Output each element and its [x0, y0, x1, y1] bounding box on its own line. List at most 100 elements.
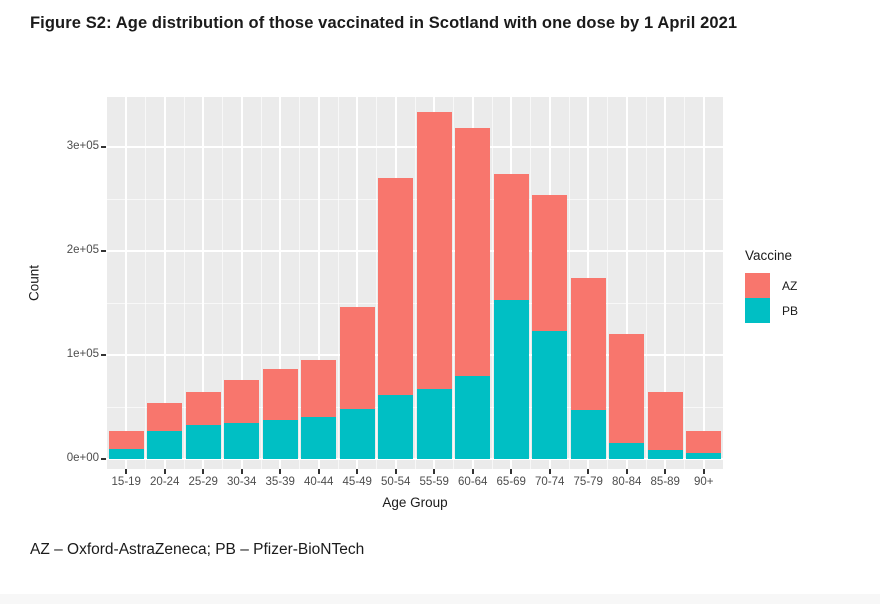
bar-segment-az	[185, 391, 221, 425]
y-tick-mark	[101, 146, 106, 148]
x-tick-label: 80-84	[612, 476, 642, 488]
x-tick-mark	[471, 469, 474, 474]
bar	[301, 359, 337, 459]
bar-segment-az	[609, 334, 645, 444]
gridline-minor-v	[260, 97, 262, 469]
x-tick-mark	[702, 469, 705, 474]
bar	[262, 368, 298, 459]
x-tick-mark	[510, 469, 513, 474]
legend-item-pb: PB	[745, 298, 798, 323]
gridline-minor-v	[299, 97, 300, 469]
gridline-major-v	[625, 97, 628, 469]
bar-segment-az	[224, 379, 260, 424]
plot-panel	[107, 97, 723, 469]
legend-label-pb: PB	[782, 303, 799, 318]
bar-segment-pb	[262, 420, 298, 459]
y-tick-mark	[101, 354, 106, 356]
gridline-minor-v	[414, 97, 416, 469]
x-tick-mark	[240, 469, 243, 474]
bar-segment-pb	[378, 394, 414, 459]
x-tick-label: 75-79	[573, 476, 603, 488]
gridline-major-v	[202, 97, 205, 469]
bar-segment-pb	[416, 389, 452, 459]
x-tick-mark	[202, 469, 205, 474]
bar-segment-pb	[686, 452, 722, 459]
bar-segment-pb	[301, 417, 337, 459]
bar	[647, 391, 683, 459]
y-tick-label: 3e+05	[66, 140, 99, 152]
x-tick-mark	[394, 469, 397, 474]
gridline-major-v	[163, 97, 166, 469]
bar-segment-pb	[647, 449, 683, 459]
legend-item-az: AZ	[745, 273, 798, 298]
gridline-minor-v	[222, 97, 223, 469]
x-tick-label: 25-29	[188, 476, 218, 488]
x-tick-label: 90+	[693, 476, 714, 488]
x-tick-label: 15-19	[111, 476, 141, 488]
x-tick-label: 60-64	[458, 476, 488, 488]
x-tick-mark	[664, 469, 667, 474]
bar-segment-pb	[339, 408, 375, 459]
legend-swatch-pb	[745, 298, 770, 323]
bar-segment-az	[416, 111, 452, 390]
bar-segment-pb	[609, 443, 645, 459]
figure-caption: AZ – Oxford-AstraZeneca; PB – Pfizer-Bio…	[30, 541, 365, 558]
gridline-minor-v	[568, 97, 570, 469]
x-axis-title: Age Group	[382, 495, 448, 510]
gridline-major-v	[356, 97, 359, 469]
x-tick-label: 65-69	[496, 476, 526, 488]
bar-segment-pb	[185, 424, 221, 459]
x-tick-mark	[433, 469, 436, 474]
bar	[378, 178, 414, 459]
gridline-minor-v	[491, 97, 493, 469]
x-tick-label: 50-54	[381, 476, 411, 488]
gridline-major-v	[279, 97, 282, 469]
y-tick-mark	[101, 250, 106, 252]
x-tick-mark	[317, 469, 320, 474]
bar-segment-pb	[532, 330, 568, 459]
x-tick-mark	[548, 469, 551, 474]
bar	[185, 391, 221, 459]
bar-segment-az	[301, 359, 337, 418]
bar-segment-pb	[570, 409, 606, 459]
legend-items: AZ PB	[745, 273, 798, 323]
figure-title: Figure S2: Age distribution of those vac…	[30, 14, 738, 32]
legend-title: Vaccine	[745, 248, 793, 263]
y-tick-mark	[101, 458, 106, 460]
gridline-minor-v	[645, 97, 647, 469]
bar-segment-az	[147, 402, 183, 432]
bar-segment-az	[570, 278, 606, 410]
bar-segment-pb	[493, 300, 529, 459]
bar	[108, 431, 144, 459]
x-tick-label: 45-49	[342, 476, 372, 488]
gridline-major-v	[125, 97, 128, 469]
gridline-minor-v	[607, 97, 608, 469]
bar-segment-az	[339, 307, 375, 409]
bar	[416, 111, 452, 459]
gridline-minor-v	[453, 97, 454, 469]
gridline-minor-v	[145, 97, 146, 469]
gridline-major-v	[702, 97, 705, 469]
bar-segment-az	[686, 430, 722, 453]
legend-swatch-az	[745, 273, 770, 298]
x-tick-mark	[163, 469, 166, 474]
bar	[532, 194, 568, 459]
bar-segment-az	[455, 128, 491, 376]
x-tick-label: 55-59	[419, 476, 449, 488]
x-tick-label: 70-74	[535, 476, 565, 488]
x-tick-mark	[625, 469, 628, 474]
bar	[455, 128, 491, 459]
x-tick-mark	[587, 469, 590, 474]
bar-segment-az	[378, 178, 414, 395]
bar	[493, 174, 529, 459]
bar-segment-az	[532, 194, 568, 331]
bar	[224, 379, 260, 459]
gridline-minor-v	[337, 97, 339, 469]
bar	[609, 334, 645, 459]
bar-segment-az	[262, 368, 298, 420]
x-tick-label: 40-44	[304, 476, 334, 488]
gridline-minor-v	[183, 97, 185, 469]
x-tick-mark	[279, 469, 282, 474]
x-tick-mark	[125, 469, 128, 474]
gridline-major-v	[317, 97, 320, 469]
